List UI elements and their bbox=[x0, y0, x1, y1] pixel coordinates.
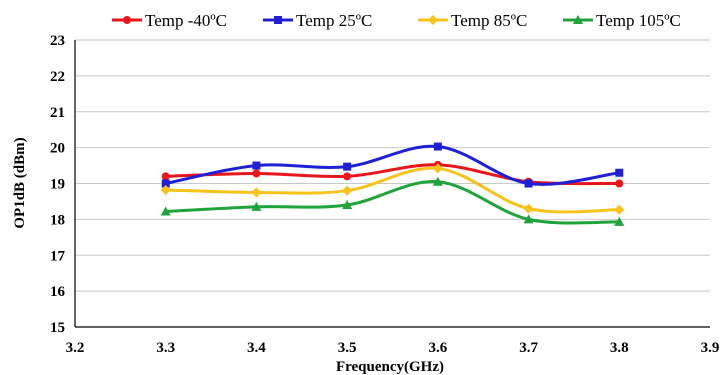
data-point bbox=[523, 203, 534, 214]
data-point bbox=[614, 216, 625, 226]
legend-label: Temp 105ºC bbox=[596, 11, 681, 30]
data-point bbox=[252, 169, 261, 178]
data-point bbox=[615, 168, 624, 177]
legend-item-temp-25-c: Temp 25ºC bbox=[263, 11, 372, 30]
x-tick-label: 3.6 bbox=[428, 340, 447, 356]
data-point bbox=[433, 142, 442, 151]
x-tick-label: 3.9 bbox=[701, 340, 720, 356]
data-point bbox=[432, 176, 443, 186]
y-axis-ticks: 15 16 17 18 19 20 21 22 23 bbox=[50, 33, 66, 336]
x-tick-label: 3.5 bbox=[338, 340, 357, 356]
x-axis-ticks: 3.2 3.3 3.4 3.5 3.6 3.7 3.8 3.9 bbox=[66, 340, 720, 356]
legend-label: Temp -40ºC bbox=[145, 11, 227, 30]
data-point bbox=[428, 15, 438, 25]
data-point bbox=[615, 179, 624, 188]
x-tick-label: 3.8 bbox=[610, 340, 629, 356]
y-tick-label: 16 bbox=[50, 284, 66, 300]
x-axis-title: Frequency(GHz) bbox=[336, 359, 444, 375]
series-line bbox=[165, 163, 620, 186]
y-tick-label: 15 bbox=[50, 320, 65, 336]
series-temp-85-c bbox=[160, 163, 625, 215]
axes bbox=[74, 40, 710, 328]
series-line bbox=[165, 144, 620, 186]
legend-item-temp-85-c: Temp 85ºC bbox=[418, 11, 527, 30]
series-line bbox=[165, 166, 620, 214]
y-tick-label: 21 bbox=[50, 105, 65, 121]
series-temp-25-c bbox=[161, 142, 624, 188]
series-temp-105-c bbox=[160, 176, 625, 226]
legend-label: Temp 85ºC bbox=[451, 11, 527, 30]
y-tick-label: 17 bbox=[50, 248, 66, 264]
data-point bbox=[342, 185, 353, 196]
y-axis-title: OP1dB (dBm) bbox=[12, 137, 28, 228]
data-point bbox=[573, 15, 583, 24]
data-point bbox=[251, 187, 262, 198]
series-line bbox=[165, 180, 620, 225]
x-tick-label: 3.3 bbox=[156, 340, 175, 356]
y-tick-label: 20 bbox=[50, 141, 65, 157]
gridlines bbox=[75, 39, 710, 292]
x-tick-label: 3.7 bbox=[519, 340, 538, 356]
data-point bbox=[342, 200, 353, 210]
data-point bbox=[524, 179, 533, 188]
x-tick-label: 3.2 bbox=[66, 340, 85, 356]
x-tick-label: 3.4 bbox=[247, 340, 266, 356]
data-point bbox=[523, 214, 534, 224]
data-point bbox=[252, 161, 261, 170]
data-point bbox=[161, 172, 170, 181]
y-tick-label: 23 bbox=[50, 33, 65, 49]
legend: Temp -40ºC Temp 25ºC Temp 85ºC Temp 105ºC bbox=[112, 11, 681, 30]
data-point bbox=[251, 201, 262, 211]
data-point bbox=[432, 163, 443, 174]
data-point bbox=[160, 184, 171, 195]
y-tick-label: 19 bbox=[50, 177, 65, 193]
legend-item-temp-40-c: Temp -40ºC bbox=[112, 11, 227, 30]
data-point bbox=[274, 16, 282, 24]
y-tick-label: 22 bbox=[50, 69, 65, 85]
data-point bbox=[160, 206, 171, 216]
legend-label: Temp 25ºC bbox=[296, 11, 372, 30]
y-tick-label: 18 bbox=[50, 212, 65, 228]
series-group bbox=[160, 142, 625, 226]
data-point bbox=[161, 179, 170, 188]
legend-item-temp-105-c: Temp 105ºC bbox=[563, 11, 681, 30]
data-point bbox=[614, 204, 625, 215]
data-point bbox=[343, 162, 352, 171]
data-point bbox=[343, 172, 352, 181]
data-point bbox=[123, 16, 131, 24]
